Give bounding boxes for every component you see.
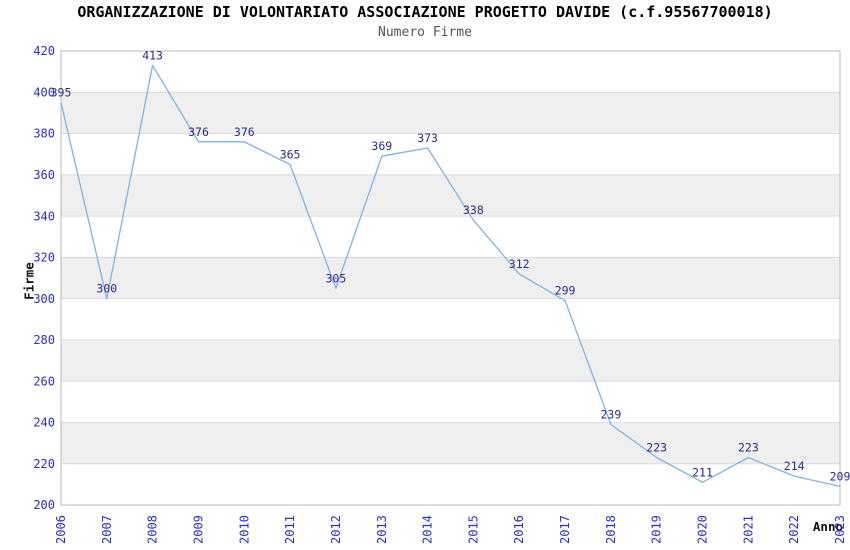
x-tick-label: 2023: [833, 515, 847, 544]
data-label: 376: [188, 125, 209, 139]
x-tick-label: 2017: [558, 515, 572, 544]
x-tick-label: 2018: [604, 515, 618, 544]
data-label: 300: [96, 282, 117, 296]
x-tick-label: 2019: [650, 515, 664, 544]
data-label: 211: [692, 465, 713, 479]
y-tick-label: 320: [33, 251, 55, 265]
y-tick-label: 220: [33, 457, 55, 471]
data-label: 209: [830, 469, 850, 483]
data-label: 223: [646, 441, 667, 455]
y-tick-label: 360: [33, 168, 55, 182]
x-tick-label: 2013: [375, 515, 389, 544]
x-tick-label: 2016: [512, 515, 526, 544]
data-label: 369: [371, 139, 392, 153]
x-tick-label: 2022: [787, 515, 801, 544]
y-tick-label: 380: [33, 127, 55, 141]
x-tick-label: 2006: [54, 515, 68, 544]
data-label: 214: [784, 459, 805, 473]
data-label: 395: [51, 86, 72, 100]
data-label: 365: [280, 148, 301, 162]
grid-band: [61, 92, 840, 134]
y-tick-label: 300: [33, 292, 55, 306]
data-label: 305: [326, 271, 347, 285]
data-label: 338: [463, 203, 484, 217]
data-label: 239: [601, 408, 622, 422]
y-tick-label: 400: [33, 86, 55, 100]
y-tick-label: 280: [33, 333, 55, 347]
data-label: 312: [509, 257, 530, 271]
x-tick-label: 2010: [237, 515, 251, 544]
data-label: 373: [417, 131, 438, 145]
chart-title: ORGANIZZAZIONE DI VOLONTARIATO ASSOCIAZI…: [77, 3, 773, 21]
y-tick-label: 420: [33, 44, 55, 58]
grid-band: [61, 257, 840, 299]
data-label: 299: [555, 284, 576, 298]
plot-border: [60, 50, 841, 506]
data-label: 223: [738, 441, 759, 455]
x-axis-title: Anno: [812, 519, 843, 534]
x-tick-label: 2012: [329, 515, 343, 544]
y-tick-label: 200: [33, 498, 55, 512]
x-tick-label: 2021: [741, 515, 755, 544]
data-label: 376: [234, 125, 255, 139]
grid-band: [61, 339, 840, 382]
grid-band: [61, 422, 840, 464]
data-label: 413: [142, 48, 163, 62]
y-tick-label: 340: [33, 209, 55, 223]
x-tick-label: 2011: [283, 515, 297, 544]
x-tick-label: 2020: [696, 515, 710, 544]
grid-band: [61, 174, 840, 217]
series-line: [60, 64, 841, 488]
x-tick-label: 2009: [192, 515, 206, 544]
x-tick-label: 2014: [421, 515, 435, 544]
chart-subtitle: Numero Firme: [378, 25, 472, 40]
x-tick-label: 2015: [466, 515, 480, 544]
y-tick-label: 260: [33, 374, 55, 388]
x-tick-label: 2008: [146, 515, 160, 544]
y-tick-label: 240: [33, 416, 55, 430]
x-tick-label: 2007: [100, 515, 114, 544]
